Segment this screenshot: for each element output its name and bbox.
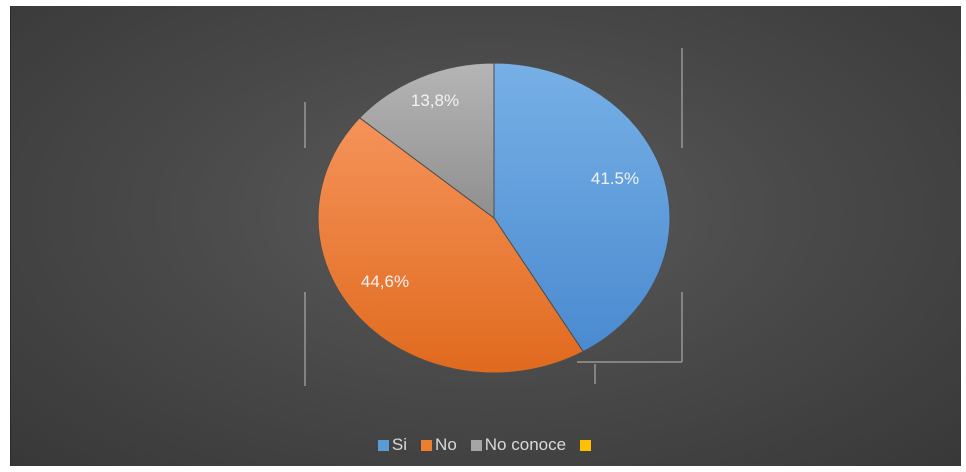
pie-chart: 41.5% 44,6% 13,8% (304, 48, 683, 386)
legend-item-no: No (421, 435, 457, 455)
chart-area: 41.5% 44,6% 13,8% Si No No conoce (10, 6, 961, 466)
data-label-si: 41.5% (591, 169, 639, 188)
data-label-no: 44,6% (361, 272, 409, 291)
legend-item-no-conoce: No conoce (470, 435, 567, 455)
data-labels: 41.5% 44,6% 13,8% (361, 91, 639, 291)
legend-label: Si (391, 435, 408, 454)
legend-swatch (377, 439, 389, 451)
pie-slice-si (493, 62, 671, 353)
legend-item-si: Si (377, 435, 408, 455)
pie-slice-no (317, 117, 584, 374)
pie-slices (317, 62, 671, 374)
legend-swatch (421, 439, 433, 451)
legend-label: No conoce (484, 435, 567, 454)
legend-swatch (470, 439, 482, 451)
legend-label: No (435, 435, 457, 454)
legend: Si No No conoce (11, 430, 961, 460)
legend-item-blank (580, 439, 594, 451)
guide-lines (304, 48, 683, 386)
data-label-no-conoce: 13,8% (411, 91, 459, 110)
pie-slice-no-conoce (358, 62, 495, 219)
legend-swatch (580, 439, 592, 451)
